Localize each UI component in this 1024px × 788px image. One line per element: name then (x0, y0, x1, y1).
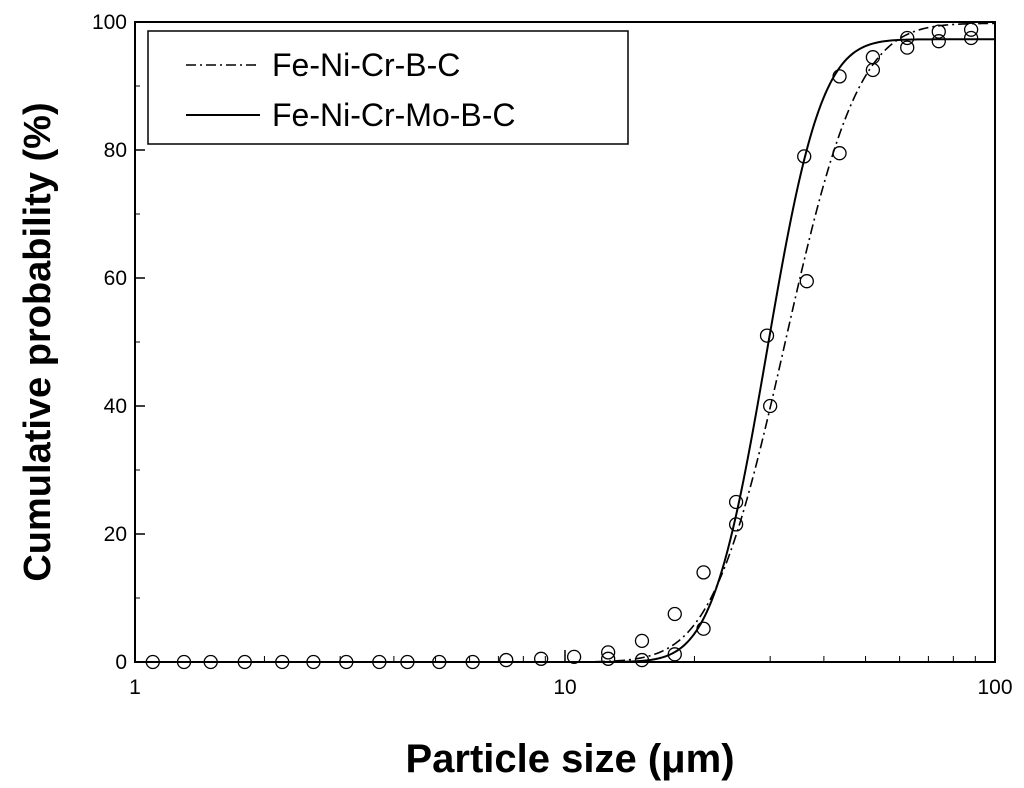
data-point-fe-ni-cr-b-c (963, 22, 979, 37)
legend-label-fe-ni-cr-mo-b-c: Fe-Ni-Cr-Mo-B-C (272, 97, 516, 133)
x-tick-label: 10 (553, 676, 576, 699)
data-point-fe-ni-cr-mo-b-c (667, 647, 682, 662)
x-tick-label: 100 (977, 676, 1012, 699)
y-tick-label: 20 (104, 523, 127, 546)
data-point-fe-ni-cr-mo-b-c (634, 652, 650, 668)
legend-box (147, 30, 629, 145)
legend: Fe-Ni-Cr-B-C Fe-Ni-Cr-Mo-B-C (147, 30, 629, 145)
data-point-fe-ni-cr-mo-b-c (931, 34, 946, 49)
y-tick-label: 40 (104, 395, 127, 418)
data-point-fe-ni-cr-mo-b-c (900, 40, 915, 55)
data-point-fe-ni-cr-mo-b-c (797, 149, 812, 164)
legend-label-fe-ni-cr-b-c: Fe-Ni-Cr-B-C (272, 47, 460, 83)
data-point-fe-ni-cr-b-c (601, 645, 616, 660)
data-point-fe-ni-cr-b-c (728, 517, 744, 532)
data-point-fe-ni-cr-mo-b-c (696, 621, 711, 636)
data-point-fe-ni-cr-b-c (667, 606, 682, 622)
y-axis-title: Cumulative probability (%) (17, 102, 59, 581)
axis-ticks: 1 10 100 0 20 40 60 80 100 (92, 11, 1013, 699)
y-tick-label: 100 (92, 11, 127, 34)
data-point-fe-ni-cr-b-c (763, 398, 778, 414)
data-point-fe-ni-cr-mo-b-c (601, 651, 616, 666)
y-tick-label: 80 (104, 139, 127, 162)
x-tick-label: 1 (129, 676, 141, 699)
data-point-fe-ni-cr-b-c (799, 274, 814, 289)
data-point-fe-ni-cr-mo-b-c (865, 50, 881, 65)
x-axis-title: Particle size (μm) (405, 737, 734, 781)
y-tick-label: 60 (104, 267, 127, 290)
data-point-fe-ni-cr-b-c (832, 146, 847, 161)
data-point-fe-ni-cr-mo-b-c (963, 30, 979, 46)
data-point-fe-ni-cr-b-c (499, 652, 514, 668)
data-point-fe-ni-cr-b-c (533, 651, 549, 666)
data-point-fe-ni-cr-b-c (900, 30, 915, 46)
data-point-fe-ni-cr-b-c (634, 633, 650, 649)
data-point-fe-ni-cr-b-c (566, 649, 582, 665)
data-point-fe-ni-cr-b-c (696, 565, 711, 580)
data-point-fe-ni-cr-b-c (931, 24, 946, 39)
data-point-fe-ni-cr-mo-b-c (759, 328, 775, 343)
data-point-fe-ni-cr-mo-b-c (832, 69, 847, 84)
data-point-fe-ni-cr-mo-b-c (728, 494, 744, 510)
y-tick-label: 0 (115, 651, 127, 674)
